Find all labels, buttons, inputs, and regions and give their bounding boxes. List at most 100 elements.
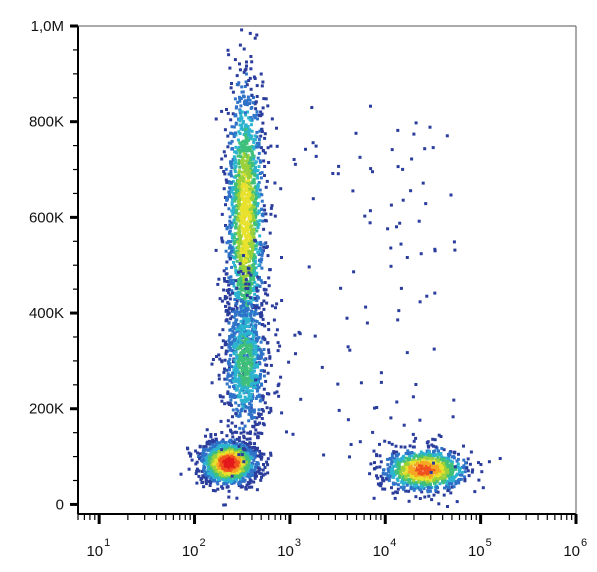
scatter-point: [430, 466, 434, 470]
scatter-point: [245, 185, 249, 189]
scatter-point: [219, 395, 223, 399]
scatter-point: [254, 330, 258, 334]
scatter-point: [234, 174, 238, 178]
scatter-point: [247, 391, 251, 395]
scatter-point: [261, 323, 265, 327]
scatter-point: [231, 158, 235, 161]
scatter-point: [246, 458, 250, 462]
scatter-point: [269, 409, 273, 413]
scatter-point: [243, 256, 247, 260]
scatter-point: [443, 470, 447, 474]
scatter-point: [253, 134, 257, 138]
scatter-point: [394, 462, 398, 465]
scatter-point: [230, 457, 234, 461]
scatter-point: [237, 244, 241, 248]
scatter-point: [245, 139, 249, 143]
scatter-point: [244, 460, 248, 464]
scatter-point: [243, 330, 247, 333]
scatter-point: [246, 95, 250, 99]
scatter-point: [199, 478, 203, 481]
scatter-point: [410, 454, 414, 458]
scatter-point: [244, 345, 248, 349]
scatter-point: [253, 261, 257, 265]
scatter-point: [413, 463, 417, 467]
scatter-point: [253, 476, 257, 480]
scatter-point: [425, 475, 429, 479]
scatter-point: [219, 419, 223, 423]
scatter-point: [227, 489, 231, 493]
x-tick-label: 10: [563, 543, 580, 560]
scatter-point: [433, 291, 437, 295]
scatter-point: [225, 434, 229, 438]
scatter-point: [419, 467, 423, 471]
scatter-point: [252, 146, 255, 149]
scatter-point: [225, 309, 228, 312]
scatter-point: [239, 351, 243, 355]
scatter-point: [389, 416, 393, 420]
scatter-point: [226, 454, 230, 458]
scatter-point: [228, 385, 232, 389]
scatter-point: [234, 294, 238, 298]
x-tick-exponent: 1: [104, 537, 110, 549]
scatter-point: [210, 463, 214, 467]
scatter-point: [221, 440, 225, 444]
scatter-point: [337, 164, 341, 168]
scatter-point: [250, 251, 254, 255]
scatter-point: [220, 485, 224, 489]
scatter-point: [244, 226, 248, 230]
scatter-point: [216, 445, 220, 449]
scatter-point: [209, 473, 213, 477]
scatter-point: [242, 316, 246, 320]
scatter-point: [252, 154, 256, 158]
scatter-point: [237, 159, 241, 163]
scatter-point: [237, 469, 240, 473]
scatter-point: [434, 480, 438, 484]
scatter-point: [233, 265, 237, 269]
scatter-point: [421, 459, 425, 463]
scatter-point: [460, 473, 464, 477]
scatter-point: [429, 459, 432, 463]
scatter-point: [240, 361, 244, 365]
scatter-point: [447, 479, 451, 483]
scatter-point: [229, 161, 233, 165]
scatter-point: [404, 463, 408, 466]
scatter-point: [368, 472, 372, 476]
scatter-point: [422, 474, 426, 478]
scatter-point: [253, 420, 257, 424]
scatter-point: [252, 253, 256, 257]
scatter-point: [223, 377, 227, 381]
scatter-point: [395, 450, 399, 454]
scatter-point: [234, 313, 238, 317]
scatter-point: [248, 169, 252, 173]
scatter-point: [216, 487, 220, 491]
scatter-point: [237, 444, 241, 448]
scatter-point: [237, 246, 240, 250]
scatter-point: [227, 276, 231, 280]
scatter-point: [253, 319, 257, 323]
scatter-point: [230, 448, 234, 452]
scatter-point: [426, 489, 430, 493]
scatter-point: [197, 455, 200, 458]
scatter-point: [209, 446, 213, 450]
scatter-point: [223, 444, 227, 448]
scatter-point: [238, 169, 241, 173]
scatter-point: [405, 256, 409, 259]
scatter-point: [214, 433, 217, 437]
scatter-point: [252, 228, 256, 231]
scatter-point: [203, 453, 206, 457]
scatter-point: [373, 461, 376, 465]
scatter-point: [220, 239, 224, 243]
scatter-point: [254, 210, 258, 214]
scatter-point: [238, 328, 242, 332]
scatter-point: [498, 457, 502, 460]
scatter-point: [248, 340, 252, 344]
scatter-point: [249, 300, 253, 304]
scatter-point: [447, 457, 451, 461]
scatter-point: [390, 459, 394, 463]
scatter-point: [245, 380, 249, 384]
scatter-point: [250, 416, 254, 420]
scatter-point: [228, 192, 231, 196]
scatter-point: [433, 249, 437, 253]
x-tick-exponent: 2: [200, 537, 206, 549]
